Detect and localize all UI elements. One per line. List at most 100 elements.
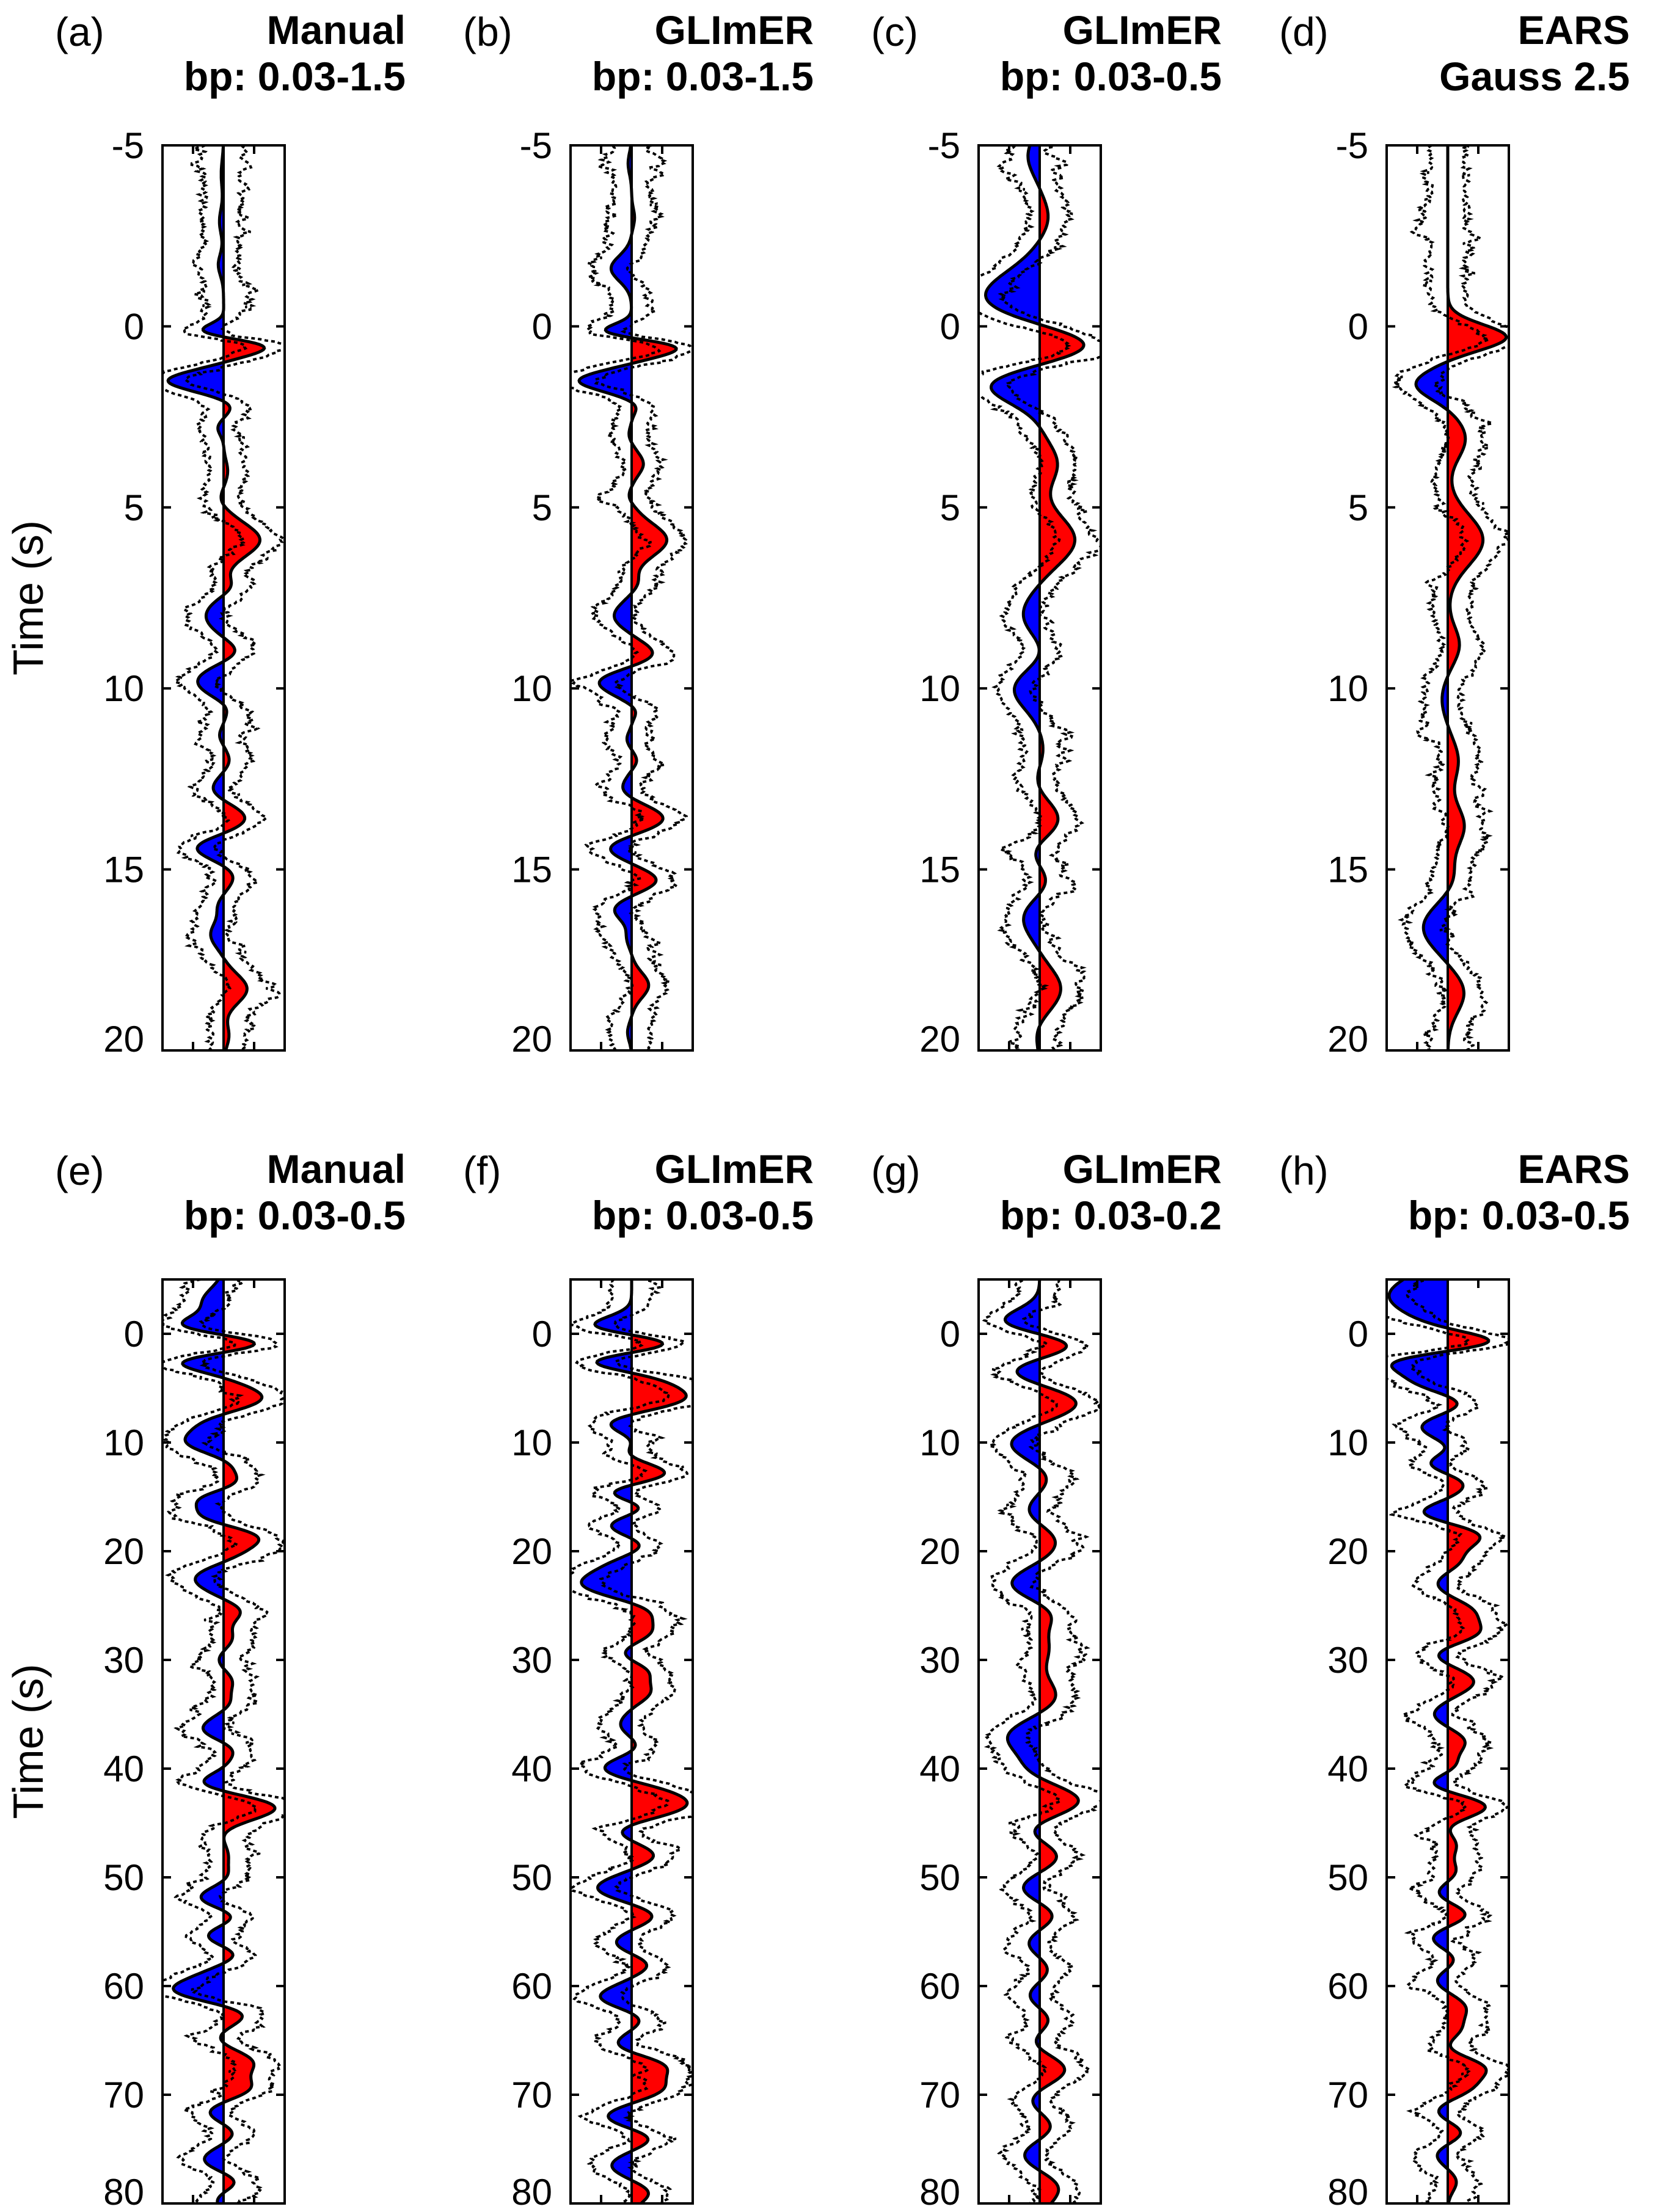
plot-frame-g [977,1278,1102,2205]
panel-title-line1-c: GLImER [1063,7,1222,53]
panel-title-line2-d: Gauss 2.5 [1439,54,1630,99]
positive-fill-a [224,145,265,1050]
plot-frame-e [161,1278,286,2205]
panel-title-line2-f: bp: 0.03-0.5 [592,1193,814,1238]
lower-envelope-b [571,145,662,1050]
positive-fill-e [224,1279,275,2203]
y-tick-label-d: 5 [1348,487,1368,528]
y-tick-label-a: 0 [124,306,144,347]
y-tick-label-f: 60 [511,1966,552,2007]
positive-fill-d [1448,145,1506,1050]
upper-envelope-f [599,1279,693,2203]
y-tick-label-h: 10 [1327,1422,1368,1463]
panel-letter-e: (e) [55,1148,104,1193]
y-tick-label-f: 30 [511,1640,552,1681]
upper-envelope-a [183,145,285,1050]
y-tick-label-f: 50 [511,1857,552,1898]
y-tick-label-b: 15 [511,850,552,890]
trace-line-c [983,145,1086,1050]
y-tick-label-e: 70 [103,2075,144,2116]
y-tick-label-g: 40 [919,1748,960,1789]
negative-fill-g [1005,1279,1040,2203]
negative-fill-b [579,145,632,1050]
panel-letter-d: (d) [1279,9,1329,54]
y-tick-label-b: 10 [511,668,552,709]
lower-envelope-a [162,145,248,1050]
panel-letter-f: (f) [463,1148,501,1193]
y-tick-label-f: 80 [511,2172,552,2212]
y-axis-label-e: Time (s) [4,1664,52,1819]
plot-frame-d [1385,144,1510,1052]
trace-line-h [1387,1279,1491,2203]
panel-title-line1-e: Manual [267,1146,406,1191]
y-tick-label-g: 20 [919,1531,960,1572]
y-tick-label-g: 50 [919,1857,960,1898]
y-tick-label-c: -5 [928,125,960,166]
upper-envelope-g [1022,1279,1101,2203]
panel-title-line2-b: bp: 0.03-1.5 [592,54,814,99]
panel-title-line2-a: bp: 0.03-1.5 [184,54,406,99]
panel-letter-b: (b) [463,9,513,54]
panel-title-line1-h: EARS [1518,1146,1630,1191]
y-tick-label-e: 50 [103,1857,144,1898]
panel-letter-h: (h) [1279,1148,1329,1193]
y-tick-label-f: 0 [532,1314,552,1355]
y-tick-label-e: 60 [103,1966,144,2007]
y-tick-label-e: 10 [103,1422,144,1463]
negative-fill-h [1389,1279,1448,2203]
y-tick-label-a: -5 [112,125,144,166]
upper-envelope-b [593,145,693,1050]
trace-line-e [172,1279,277,2203]
lower-envelope-c [979,145,1071,1050]
lower-envelope-f [571,1279,670,2203]
y-tick-label-a: 5 [124,487,144,528]
trace-line-a [166,145,266,1050]
y-tick-label-c: 20 [919,1019,960,1060]
y-tick-label-b: -5 [520,125,552,166]
y-tick-label-d: 20 [1327,1019,1368,1060]
y-axis-label-a: Time (s) [4,520,52,675]
negative-fill-e [173,1279,224,2203]
y-tick-label-c: 15 [919,850,960,890]
plot-frame-f [569,1278,694,2205]
y-tick-label-a: 20 [103,1019,144,1060]
negative-fill-c [985,145,1040,1050]
panel-title-line2-e: bp: 0.03-0.5 [184,1193,406,1238]
plot-frame-a [161,144,286,1052]
y-tick-label-b: 0 [532,306,552,347]
upper-envelope-c [998,145,1101,1050]
y-tick-label-f: 70 [511,2075,552,2116]
y-tick-label-e: 80 [103,2172,144,2212]
y-tick-label-h: 20 [1327,1531,1368,1572]
upper-envelope-e [191,1279,285,2203]
positive-fill-f [632,1279,687,2203]
plot-frame-b [569,144,694,1052]
panel-title-line2-g: bp: 0.03-0.2 [1000,1193,1222,1238]
panel-letter-a: (a) [55,9,104,54]
y-tick-label-a: 15 [103,850,144,890]
y-tick-label-d: 10 [1327,668,1368,709]
y-tick-label-g: 70 [919,2075,960,2116]
panel-title-line1-f: GLImER [655,1146,814,1191]
y-tick-label-g: 80 [919,2172,960,2212]
panel-letter-c: (c) [871,9,918,54]
negative-fill-d [1416,145,1448,1050]
y-tick-label-h: 30 [1327,1640,1368,1681]
y-tick-label-e: 30 [103,1640,144,1681]
panel-title-line1-a: Manual [267,7,406,53]
y-tick-label-h: 0 [1348,1314,1368,1355]
y-tick-label-h: 70 [1327,2075,1368,2116]
panel-title-line2-h: bp: 0.03-0.5 [1408,1193,1630,1238]
positive-fill-b [632,145,677,1050]
y-tick-label-h: 80 [1327,2172,1368,2212]
y-tick-label-d: -5 [1336,125,1368,166]
lower-envelope-h [1387,1315,1472,2203]
y-tick-label-e: 40 [103,1748,144,1789]
